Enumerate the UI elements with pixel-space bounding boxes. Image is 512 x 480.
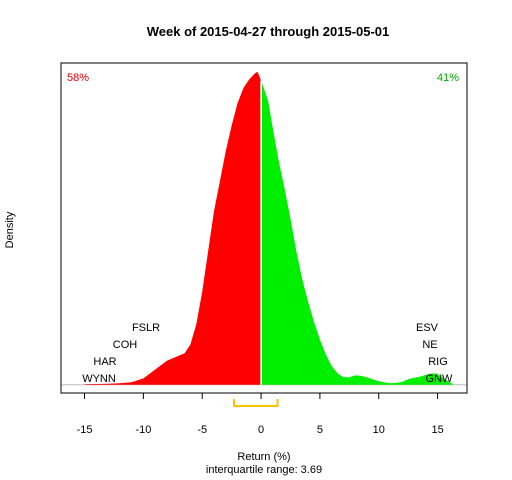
left-ticker-label: HAR bbox=[93, 356, 116, 368]
x-tick-label: 15 bbox=[431, 424, 443, 436]
positive-density-area bbox=[261, 80, 453, 385]
x-tick-label: 5 bbox=[317, 424, 323, 436]
right-ticker-label: GNW bbox=[426, 373, 454, 385]
right-ticker-label: NE bbox=[422, 339, 437, 351]
iqr-subtitle: interquartile range: 3.69 bbox=[206, 464, 322, 476]
left-ticker-label: COH bbox=[113, 339, 138, 351]
x-tick-label: -15 bbox=[77, 424, 93, 436]
plot-frame bbox=[60, 62, 468, 394]
y-axis-label: Density bbox=[4, 211, 16, 248]
x-axis-label: Return (%) bbox=[237, 451, 290, 463]
negative-density-area bbox=[84, 71, 262, 385]
x-axis: -15 -10 -5 0 5 10 15 bbox=[77, 393, 444, 436]
right-ticker-label: ESV bbox=[416, 322, 439, 334]
x-tick-label: -10 bbox=[135, 424, 151, 436]
x-tick-label: -5 bbox=[197, 424, 207, 436]
iqr-bracket bbox=[233, 399, 279, 407]
right-ticker-label: RIG bbox=[428, 356, 448, 368]
x-tick-label: 0 bbox=[258, 424, 264, 436]
ticker-labels: FSLR COH HAR WYNN ESV NE RIG GNW bbox=[82, 322, 453, 385]
chart-title: Week of 2015-04-27 through 2015-05-01 bbox=[147, 24, 390, 39]
negative-share-label: 58% bbox=[67, 72, 89, 84]
plot-area bbox=[61, 71, 467, 407]
left-ticker-label: FSLR bbox=[132, 322, 160, 334]
positive-share-label: 41% bbox=[437, 72, 459, 84]
x-tick-label: 10 bbox=[373, 424, 385, 436]
left-ticker-label: WYNN bbox=[82, 373, 116, 385]
